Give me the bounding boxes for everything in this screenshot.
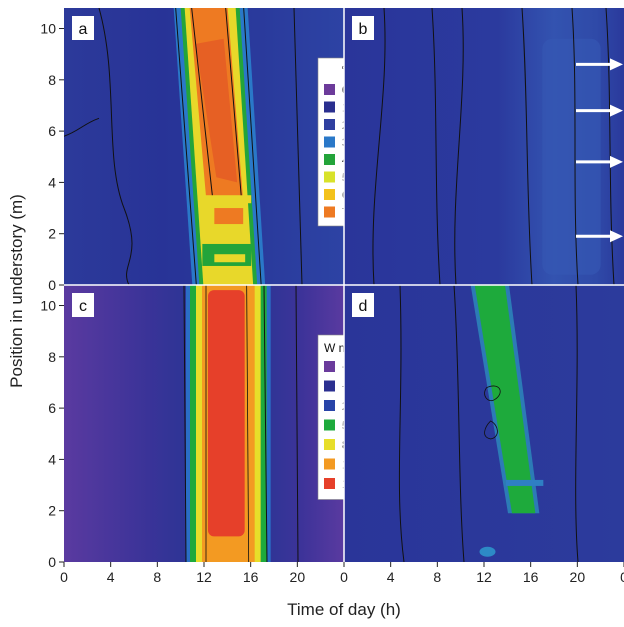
arrow-marker [576, 58, 623, 71]
band-gap [506, 479, 544, 486]
contour-line [605, 8, 615, 285]
panel-d: d 0 4 8 12 16 20 0 [340, 285, 624, 585]
contour-line [372, 8, 386, 285]
x-tick-label: 0 [620, 569, 624, 585]
band-base [206, 274, 248, 285]
legend-swatch [324, 154, 335, 165]
x-tick-label: 4 [107, 569, 115, 585]
band-gap [204, 195, 252, 204]
x-tick-label: 20 [570, 569, 586, 585]
panel-letter: c [79, 298, 87, 315]
panel-a: a°C0102030405060700246810 [40, 8, 389, 293]
panel-label: d [352, 293, 374, 317]
band-145 [208, 290, 245, 537]
arrow-head [610, 58, 623, 71]
x-tick-label: 8 [153, 569, 161, 585]
contour-line [454, 8, 464, 285]
arrow-marker [576, 230, 623, 243]
panel-content [398, 285, 579, 562]
legend-swatch [324, 206, 335, 218]
contour-line [431, 8, 441, 285]
legend-swatch [324, 84, 335, 95]
legend-swatch [324, 458, 335, 470]
panel-label-box [352, 16, 374, 40]
y-tick-label: 4 [48, 451, 56, 467]
panel-label: a [72, 16, 94, 40]
contour-line [571, 8, 579, 285]
x-tick-label: 12 [476, 569, 492, 585]
y-tick-label: 4 [48, 174, 56, 190]
x-tick-label: 8 [433, 569, 441, 585]
panel-content [183, 285, 299, 562]
panel-letter: a [79, 21, 88, 38]
legend-swatch [324, 119, 335, 130]
panel-letter: b [359, 21, 368, 38]
arrow-head [610, 230, 623, 243]
y-tick-label: 6 [48, 400, 56, 416]
x-tick-label: 16 [243, 569, 259, 585]
arrow-head [610, 155, 623, 168]
legend-swatch [324, 136, 335, 148]
warm-glow [542, 38, 601, 275]
panel-label-box [72, 293, 94, 317]
contour-line [175, 8, 262, 285]
y-tick-label: 10 [40, 21, 56, 37]
contour-line [484, 385, 501, 440]
legend-swatch [324, 380, 335, 392]
y-tick-label: 6 [48, 123, 56, 139]
contour-line [293, 8, 303, 285]
legend-swatch [324, 419, 335, 431]
panel-label-box [72, 16, 94, 40]
x-tick-label: 20 [290, 569, 306, 585]
arrow-marker [576, 155, 623, 168]
contour-line [64, 117, 100, 137]
arrow-marker [576, 104, 623, 117]
x-tick-label: 0 [60, 569, 68, 585]
contour-line [205, 285, 250, 562]
contour-line [191, 8, 242, 196]
y-tick-label: 8 [48, 349, 56, 365]
legend-swatch [324, 400, 335, 411]
contour-line [183, 285, 299, 562]
legend-swatch [324, 361, 335, 372]
panel-letter: d [359, 298, 368, 315]
panel-label: b [352, 16, 374, 40]
y-tick-label: 8 [48, 72, 56, 88]
patch [479, 546, 496, 557]
legend-swatch [324, 189, 335, 200]
contour-line [398, 285, 579, 562]
y-tick-label: 2 [48, 226, 56, 242]
panel-c: cW m−2−35−52555851151450481216200246810 [40, 285, 389, 585]
legend-swatch [324, 439, 335, 450]
y-tick-label: 2 [48, 503, 56, 519]
panel-content [64, 8, 303, 285]
y-tick-label: 0 [48, 277, 56, 293]
contour-line [98, 8, 133, 285]
contour-line [521, 8, 533, 285]
x-tick-label: 0 [340, 569, 348, 585]
legend-swatch [324, 101, 335, 113]
panel-label-box [352, 293, 374, 317]
panel-content [372, 8, 623, 285]
panel-label: c [72, 293, 94, 317]
y-axis-label: Position in understory (m) [7, 194, 26, 388]
legend-swatch [324, 171, 335, 183]
band-50-low [214, 254, 246, 263]
x-tick-label: 4 [387, 569, 395, 585]
arrow-head [610, 104, 623, 117]
y-tick-label: 0 [48, 554, 56, 570]
panel-b: b [344, 8, 624, 285]
band-55 [474, 285, 536, 514]
region-70-low [214, 208, 244, 225]
x-tick-label: 12 [196, 569, 212, 585]
x-axis-label: Time of day (h) [287, 600, 401, 619]
region-core [195, 38, 238, 183]
x-tick-label: 16 [523, 569, 539, 585]
legend-swatch [324, 478, 335, 489]
y-tick-label: 10 [40, 298, 56, 314]
